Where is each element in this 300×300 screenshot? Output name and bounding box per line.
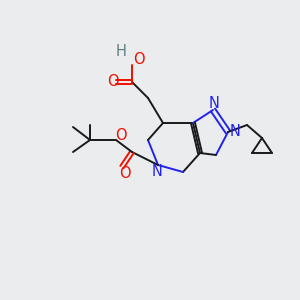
Text: N: N <box>230 124 240 140</box>
Text: O: O <box>133 52 145 67</box>
Text: O: O <box>119 167 131 182</box>
Text: H: H <box>116 44 126 59</box>
Text: O: O <box>107 74 119 89</box>
Text: N: N <box>152 164 162 179</box>
Text: O: O <box>115 128 127 142</box>
Text: N: N <box>208 95 219 110</box>
